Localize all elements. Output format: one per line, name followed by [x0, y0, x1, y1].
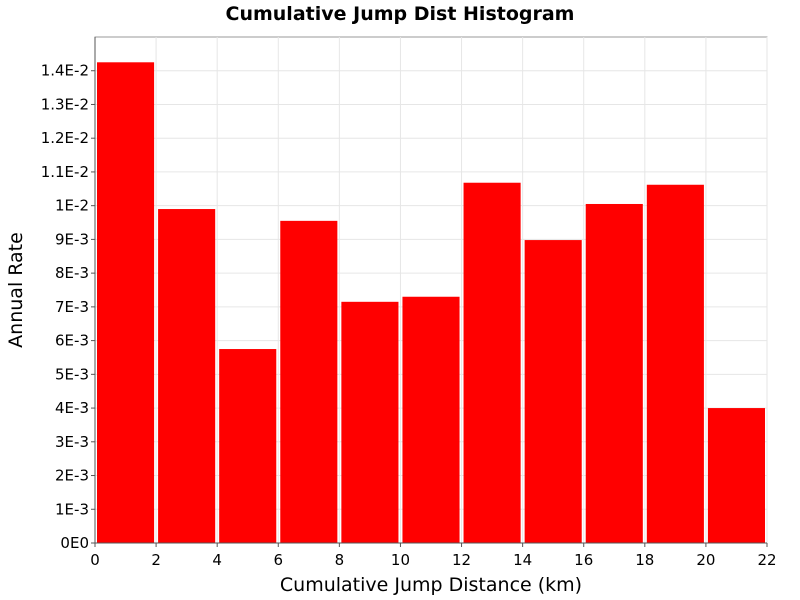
- bar-9: [646, 184, 704, 543]
- x-tick-label-1: 2: [151, 551, 161, 569]
- x-tick-label-0: 0: [90, 551, 100, 569]
- axes: [94, 37, 767, 544]
- y-tick-label-7: 7E-3: [55, 298, 89, 316]
- x-tick-label-9: 18: [635, 551, 654, 569]
- y-tick-label-6: 6E-3: [55, 332, 89, 350]
- y-tick-label-10: 1E-2: [55, 197, 89, 215]
- bar-5: [402, 296, 460, 543]
- bar-7: [524, 240, 582, 544]
- y-tick-label-2: 2E-3: [55, 467, 89, 485]
- y-tick-label-5: 5E-3: [55, 365, 89, 383]
- y-tick-label-1: 1E-3: [55, 500, 89, 518]
- y-tick-label-12: 1.2E-2: [41, 129, 89, 147]
- y-tick-label-11: 1.1E-2: [41, 163, 89, 181]
- x-tick-label-6: 12: [452, 551, 471, 569]
- x-axis-ticks: 0 2 4 6 8 10 12 14 16 18 20 22: [90, 543, 777, 569]
- x-tick-label-10: 20: [696, 551, 715, 569]
- bar-4: [341, 301, 399, 543]
- x-axis-title: Cumulative Jump Distance (km): [280, 574, 582, 596]
- y-tick-label-3: 3E-3: [55, 433, 89, 451]
- bar-3: [280, 220, 338, 543]
- chart-title: Cumulative Jump Dist Histogram: [226, 3, 575, 25]
- bars: [97, 62, 765, 544]
- bar-6: [463, 182, 521, 543]
- x-tick-label-4: 8: [335, 551, 345, 569]
- bar-1: [158, 209, 216, 544]
- bar-2: [219, 349, 277, 543]
- y-tick-label-4: 4E-3: [55, 399, 89, 417]
- x-tick-label-3: 6: [273, 551, 283, 569]
- x-tick-label-7: 14: [513, 551, 532, 569]
- x-tick-label-11: 22: [757, 551, 776, 569]
- y-tick-label-9: 9E-3: [55, 230, 89, 248]
- x-tick-label-5: 10: [391, 551, 410, 569]
- y-tick-label-13: 1.3E-2: [41, 95, 89, 113]
- y-tick-label-0: 0E0: [60, 534, 89, 552]
- y-axis-ticks: 0E0 1E-3 2E-3 3E-3 4E-3 5E-3 6E-3 7E-3 8E-3 9E-3 1…: [41, 62, 95, 552]
- y-tick-label-14: 1.4E-2: [41, 62, 89, 80]
- bar-0: [97, 62, 155, 544]
- x-tick-label-2: 4: [212, 551, 222, 569]
- x-tick-label-8: 16: [574, 551, 593, 569]
- y-tick-label-8: 8E-3: [55, 264, 89, 282]
- y-axis-title: Annual Rate: [5, 232, 27, 348]
- bar-8: [585, 203, 643, 544]
- bar-10: [707, 408, 765, 543]
